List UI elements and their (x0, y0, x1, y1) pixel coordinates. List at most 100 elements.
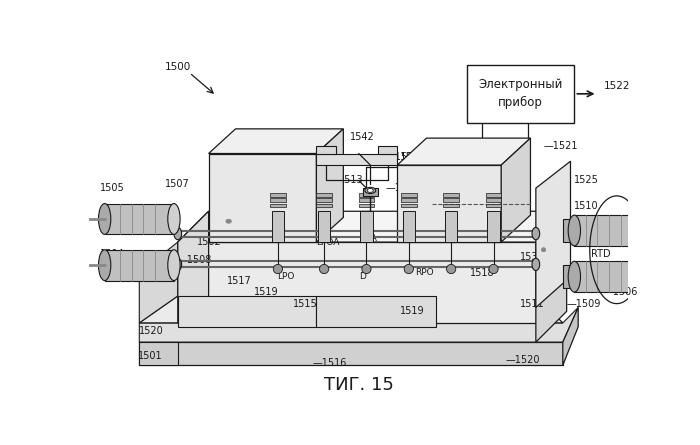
Polygon shape (358, 203, 375, 207)
Text: —1516: —1516 (312, 358, 347, 368)
Polygon shape (105, 250, 174, 280)
Text: 1523: 1523 (400, 152, 426, 162)
Polygon shape (209, 154, 316, 242)
Polygon shape (316, 296, 435, 327)
Polygon shape (360, 211, 372, 242)
Text: RPO: RPO (415, 268, 433, 277)
Text: DA: DA (364, 234, 377, 243)
Ellipse shape (319, 264, 329, 274)
Polygon shape (316, 129, 344, 242)
Polygon shape (270, 193, 286, 197)
Polygon shape (563, 265, 574, 288)
Ellipse shape (174, 227, 182, 240)
Polygon shape (139, 342, 563, 365)
Text: 1510: 1510 (573, 201, 598, 211)
Polygon shape (178, 211, 209, 323)
Polygon shape (209, 129, 344, 154)
Text: 1503—: 1503— (246, 202, 280, 212)
Text: 1525: 1525 (574, 175, 599, 186)
Polygon shape (162, 327, 563, 350)
Text: 1530: 1530 (519, 252, 545, 263)
Polygon shape (139, 296, 563, 323)
Text: 1515: 1515 (293, 299, 317, 309)
Text: D: D (359, 272, 366, 281)
Polygon shape (178, 242, 536, 323)
Polygon shape (574, 261, 636, 292)
Polygon shape (139, 342, 178, 365)
Ellipse shape (489, 264, 498, 274)
Text: 1500: 1500 (164, 62, 191, 72)
Polygon shape (178, 211, 567, 242)
Polygon shape (401, 193, 416, 197)
Polygon shape (563, 307, 578, 365)
Polygon shape (270, 203, 286, 207)
Ellipse shape (630, 261, 642, 292)
Polygon shape (486, 198, 501, 202)
Ellipse shape (174, 258, 182, 271)
Polygon shape (378, 146, 398, 154)
Polygon shape (316, 146, 336, 154)
Text: 1504: 1504 (100, 249, 125, 259)
Polygon shape (445, 211, 457, 242)
Polygon shape (563, 219, 574, 242)
Polygon shape (358, 198, 375, 202)
Polygon shape (318, 211, 330, 242)
Text: LPOA: LPOA (316, 238, 340, 247)
Text: 1511: 1511 (519, 299, 545, 309)
Ellipse shape (532, 227, 540, 240)
Text: 1518: 1518 (470, 268, 494, 278)
Ellipse shape (99, 250, 111, 280)
Polygon shape (316, 198, 332, 202)
Ellipse shape (368, 189, 373, 192)
Text: 1520: 1520 (139, 326, 164, 336)
Text: 1542: 1542 (350, 132, 375, 142)
Polygon shape (486, 203, 501, 207)
Polygon shape (444, 198, 459, 202)
Ellipse shape (99, 203, 111, 235)
Polygon shape (402, 211, 415, 242)
Polygon shape (501, 138, 531, 242)
Ellipse shape (630, 215, 642, 246)
Text: —1544: —1544 (435, 181, 470, 191)
Text: —1506: —1506 (603, 287, 638, 297)
Polygon shape (574, 215, 636, 246)
Polygon shape (444, 193, 459, 197)
Text: 1505: 1505 (100, 183, 125, 193)
Text: —1509: —1509 (567, 299, 601, 309)
Text: 1502—: 1502— (197, 237, 232, 247)
Polygon shape (536, 161, 570, 307)
Text: —1524: —1524 (386, 152, 420, 162)
Text: 1513: 1513 (339, 175, 363, 186)
Polygon shape (536, 211, 567, 342)
Ellipse shape (404, 264, 414, 274)
Polygon shape (316, 203, 332, 207)
Text: —1508: —1508 (178, 255, 212, 265)
Polygon shape (272, 211, 284, 242)
Ellipse shape (168, 203, 180, 235)
FancyBboxPatch shape (466, 65, 574, 123)
Text: RPOA: RPOA (408, 234, 433, 243)
Text: —1520: —1520 (505, 355, 540, 365)
Polygon shape (316, 193, 332, 197)
Ellipse shape (568, 215, 580, 246)
Text: 1522: 1522 (603, 81, 630, 91)
Text: 1501: 1501 (138, 351, 162, 361)
Polygon shape (398, 165, 501, 242)
Ellipse shape (568, 261, 580, 292)
Polygon shape (487, 211, 500, 242)
Ellipse shape (168, 250, 180, 280)
Text: Электронный
прибор: Электронный прибор (478, 78, 563, 109)
Polygon shape (401, 203, 416, 207)
Ellipse shape (273, 264, 283, 274)
Polygon shape (363, 188, 378, 196)
Text: 1507: 1507 (165, 179, 190, 189)
Text: —1543: —1543 (386, 183, 420, 193)
Text: 1512: 1512 (300, 152, 325, 162)
Text: 1519: 1519 (254, 287, 279, 297)
Ellipse shape (447, 264, 456, 274)
Polygon shape (444, 203, 459, 207)
Text: RTD: RTD (592, 249, 611, 259)
Polygon shape (486, 193, 501, 197)
Ellipse shape (228, 219, 231, 223)
Polygon shape (162, 300, 563, 327)
